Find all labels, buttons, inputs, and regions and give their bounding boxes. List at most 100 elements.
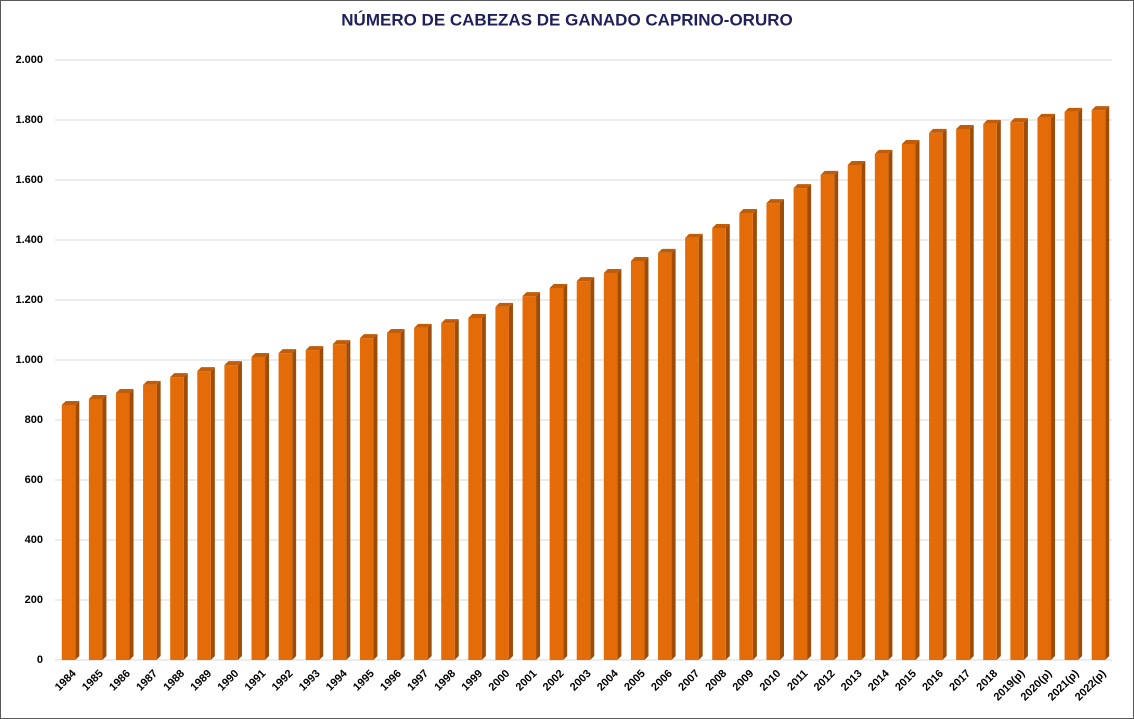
bar-side	[102, 395, 107, 660]
bar	[1091, 110, 1106, 661]
bar-top	[874, 149, 893, 154]
bar-side	[427, 323, 432, 660]
bar-side	[563, 284, 568, 660]
bar-top	[712, 224, 730, 228]
bar-side	[752, 209, 757, 660]
bar-side	[996, 119, 1001, 660]
bar	[88, 399, 103, 660]
bar	[251, 357, 266, 660]
bar	[929, 132, 943, 660]
y-tick-label: 1.000	[15, 354, 43, 366]
bar-top	[387, 329, 405, 333]
bar-top	[658, 248, 676, 253]
bar-top	[630, 257, 649, 261]
bar	[143, 384, 157, 660]
bar	[956, 129, 970, 660]
bar-top	[576, 277, 595, 282]
bar-top	[1037, 113, 1056, 118]
bar-side	[75, 401, 80, 660]
bar-top	[739, 209, 757, 213]
bar	[1037, 117, 1052, 660]
bar-side	[942, 128, 947, 660]
bar-side	[265, 353, 270, 660]
bar-top	[603, 269, 622, 273]
bar	[712, 228, 726, 660]
bar-top	[1091, 106, 1110, 111]
bar	[901, 144, 916, 660]
bar-side	[888, 149, 893, 660]
y-tick-label: 0	[37, 654, 43, 666]
bar-top	[495, 302, 513, 307]
bar	[441, 323, 455, 660]
bar	[332, 344, 347, 660]
bar-top	[251, 353, 270, 357]
bar	[224, 365, 238, 660]
y-tick-label: 600	[25, 474, 43, 486]
y-tick-label: 1.400	[15, 234, 43, 246]
bar	[1010, 122, 1024, 661]
bar-side	[210, 367, 215, 660]
bar-side	[183, 373, 188, 660]
bar-top	[278, 349, 297, 354]
bar-top	[224, 361, 242, 366]
bar-side	[1023, 118, 1028, 661]
bar-top	[332, 340, 351, 345]
y-tick-label: 1.800	[15, 114, 43, 126]
bar-side	[725, 224, 730, 660]
bar-top	[305, 346, 324, 351]
bar-top	[170, 373, 188, 378]
bar-top	[1064, 107, 1083, 112]
bar-top	[685, 233, 703, 238]
bar-top	[983, 119, 1001, 124]
bar-side	[644, 257, 649, 660]
bar-side	[319, 346, 324, 660]
bar	[685, 237, 699, 660]
bar-side	[1051, 113, 1056, 660]
bar-top	[522, 292, 541, 297]
bar	[115, 393, 130, 660]
bar	[170, 377, 184, 660]
chart-title: NÚMERO DE CABEZAS DE GANADO CAPRINO-ORUR…	[341, 10, 792, 29]
bar-top	[956, 125, 974, 129]
bar-side	[536, 292, 541, 660]
bar	[468, 318, 482, 660]
bar-top	[359, 334, 378, 339]
bar-top	[61, 401, 80, 405]
bar	[387, 333, 401, 660]
bar-side	[129, 389, 134, 660]
bar-side	[1105, 106, 1110, 661]
bar-side	[292, 349, 297, 660]
y-tick-label: 200	[25, 594, 43, 606]
bar	[766, 203, 780, 660]
bar	[603, 273, 618, 660]
bar-side	[807, 184, 812, 660]
bar-top	[847, 161, 866, 165]
bar	[847, 165, 862, 660]
bar-top	[143, 380, 161, 385]
bar-side	[346, 340, 351, 660]
bar	[522, 296, 537, 660]
bar-top	[468, 314, 486, 318]
bar	[359, 338, 374, 660]
bar-top	[88, 395, 107, 399]
bar-side	[590, 277, 595, 660]
bar	[820, 174, 835, 660]
bar-top	[820, 170, 839, 175]
bar	[576, 281, 591, 660]
bar	[874, 153, 889, 660]
bar-side	[156, 380, 161, 660]
y-tick-label: 800	[25, 414, 43, 426]
bar-side	[1078, 107, 1083, 660]
bar-side	[481, 314, 486, 660]
bar-side	[373, 334, 378, 660]
bar-top	[901, 140, 920, 144]
bar-top	[1010, 118, 1028, 123]
bar	[495, 306, 509, 660]
bar-top	[793, 184, 812, 189]
bar-side	[698, 233, 703, 660]
y-tick-label: 1.600	[15, 174, 43, 186]
bar	[983, 123, 997, 660]
bar-side	[508, 302, 513, 660]
bar	[61, 405, 76, 660]
